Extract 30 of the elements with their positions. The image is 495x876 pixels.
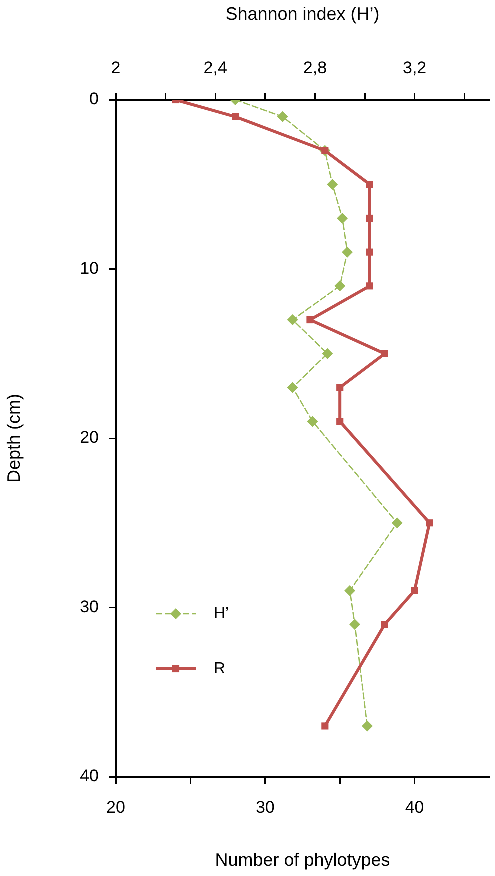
y-tick-label: 0 <box>90 90 99 109</box>
x-tick-label: 40 <box>405 798 424 817</box>
point <box>277 111 288 122</box>
point <box>350 619 361 630</box>
point <box>327 179 338 190</box>
point <box>362 720 373 732</box>
y-tick-label: 10 <box>80 258 99 278</box>
y-tick-label: 30 <box>80 597 99 616</box>
x2-tick-label: 2 <box>111 58 121 78</box>
point <box>334 280 346 292</box>
x2-tick-label: 2,8 <box>303 58 328 78</box>
x-axis-title: Number of phylotypes <box>215 850 390 870</box>
point <box>287 382 298 394</box>
point <box>337 212 348 224</box>
legend-label: R <box>214 660 226 678</box>
x2-axis-title: Shannon index (H’) <box>226 4 380 24</box>
point <box>307 416 318 428</box>
y-tick-label: 20 <box>80 428 99 448</box>
y-axis-title: Depth (cm) <box>4 394 24 484</box>
point <box>322 348 334 360</box>
point <box>392 518 403 529</box>
point <box>344 585 356 596</box>
y-tick-label: 40 <box>80 766 99 786</box>
x-tick-label: 20 <box>106 798 126 817</box>
x-tick-label: 30 <box>256 798 275 817</box>
x2-tick-label: 3,2 <box>402 58 427 78</box>
x2-tick-label: 2,4 <box>204 58 228 78</box>
point <box>287 314 298 326</box>
legend-label: H’ <box>214 605 230 622</box>
point <box>342 246 354 258</box>
